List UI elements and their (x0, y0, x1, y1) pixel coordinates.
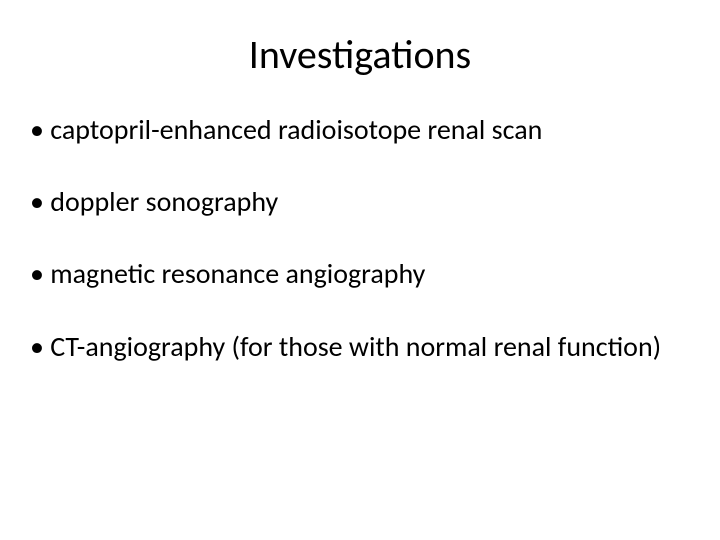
bullet-item: captopril-enhanced radioisotope renal sc… (30, 114, 690, 146)
slide: Investigations captopril-enhanced radioi… (0, 0, 720, 540)
bullet-item: CT-angiography (for those with normal re… (30, 331, 690, 363)
bullet-item: doppler sonography (30, 186, 690, 218)
slide-title: Investigations (30, 30, 690, 79)
bullet-item: magnetic resonance angiography (30, 258, 690, 290)
